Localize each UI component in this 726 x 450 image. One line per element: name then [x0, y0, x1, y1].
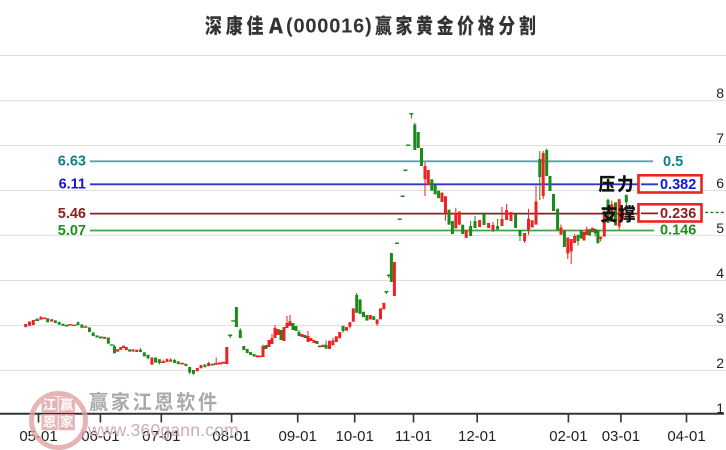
svg-text:03-01: 03-01 — [602, 428, 640, 445]
svg-text:www.360gann.com: www.360gann.com — [87, 420, 239, 440]
svg-text:0.382: 0.382 — [660, 177, 696, 193]
svg-text:1: 1 — [716, 400, 724, 416]
svg-text:6: 6 — [716, 175, 724, 191]
svg-text:(000016): (000016) — [286, 15, 372, 37]
svg-text:04-01: 04-01 — [667, 428, 705, 445]
svg-text:5.07: 5.07 — [58, 223, 86, 239]
svg-text:2: 2 — [716, 355, 724, 371]
svg-text:0.5: 0.5 — [663, 154, 683, 170]
svg-text:12-01: 12-01 — [458, 428, 496, 445]
svg-text:4: 4 — [716, 265, 724, 281]
svg-text:6.11: 6.11 — [59, 177, 86, 193]
svg-text:6.63: 6.63 — [58, 154, 86, 170]
svg-text:10-01: 10-01 — [336, 428, 374, 445]
svg-text:8: 8 — [716, 85, 724, 101]
svg-text:06-01: 06-01 — [81, 428, 119, 445]
svg-text:09-01: 09-01 — [279, 428, 317, 445]
svg-text:08-01: 08-01 — [212, 428, 250, 445]
svg-text:0.146: 0.146 — [660, 223, 696, 239]
svg-text:5.46: 5.46 — [58, 206, 86, 222]
svg-text:11-01: 11-01 — [395, 428, 432, 445]
svg-text:02-01: 02-01 — [549, 428, 587, 445]
svg-text:07-01: 07-01 — [142, 428, 180, 445]
svg-text:5: 5 — [716, 220, 724, 236]
svg-text:0.236: 0.236 — [660, 206, 696, 222]
svg-text:7: 7 — [716, 130, 724, 146]
svg-text:3: 3 — [716, 310, 724, 326]
